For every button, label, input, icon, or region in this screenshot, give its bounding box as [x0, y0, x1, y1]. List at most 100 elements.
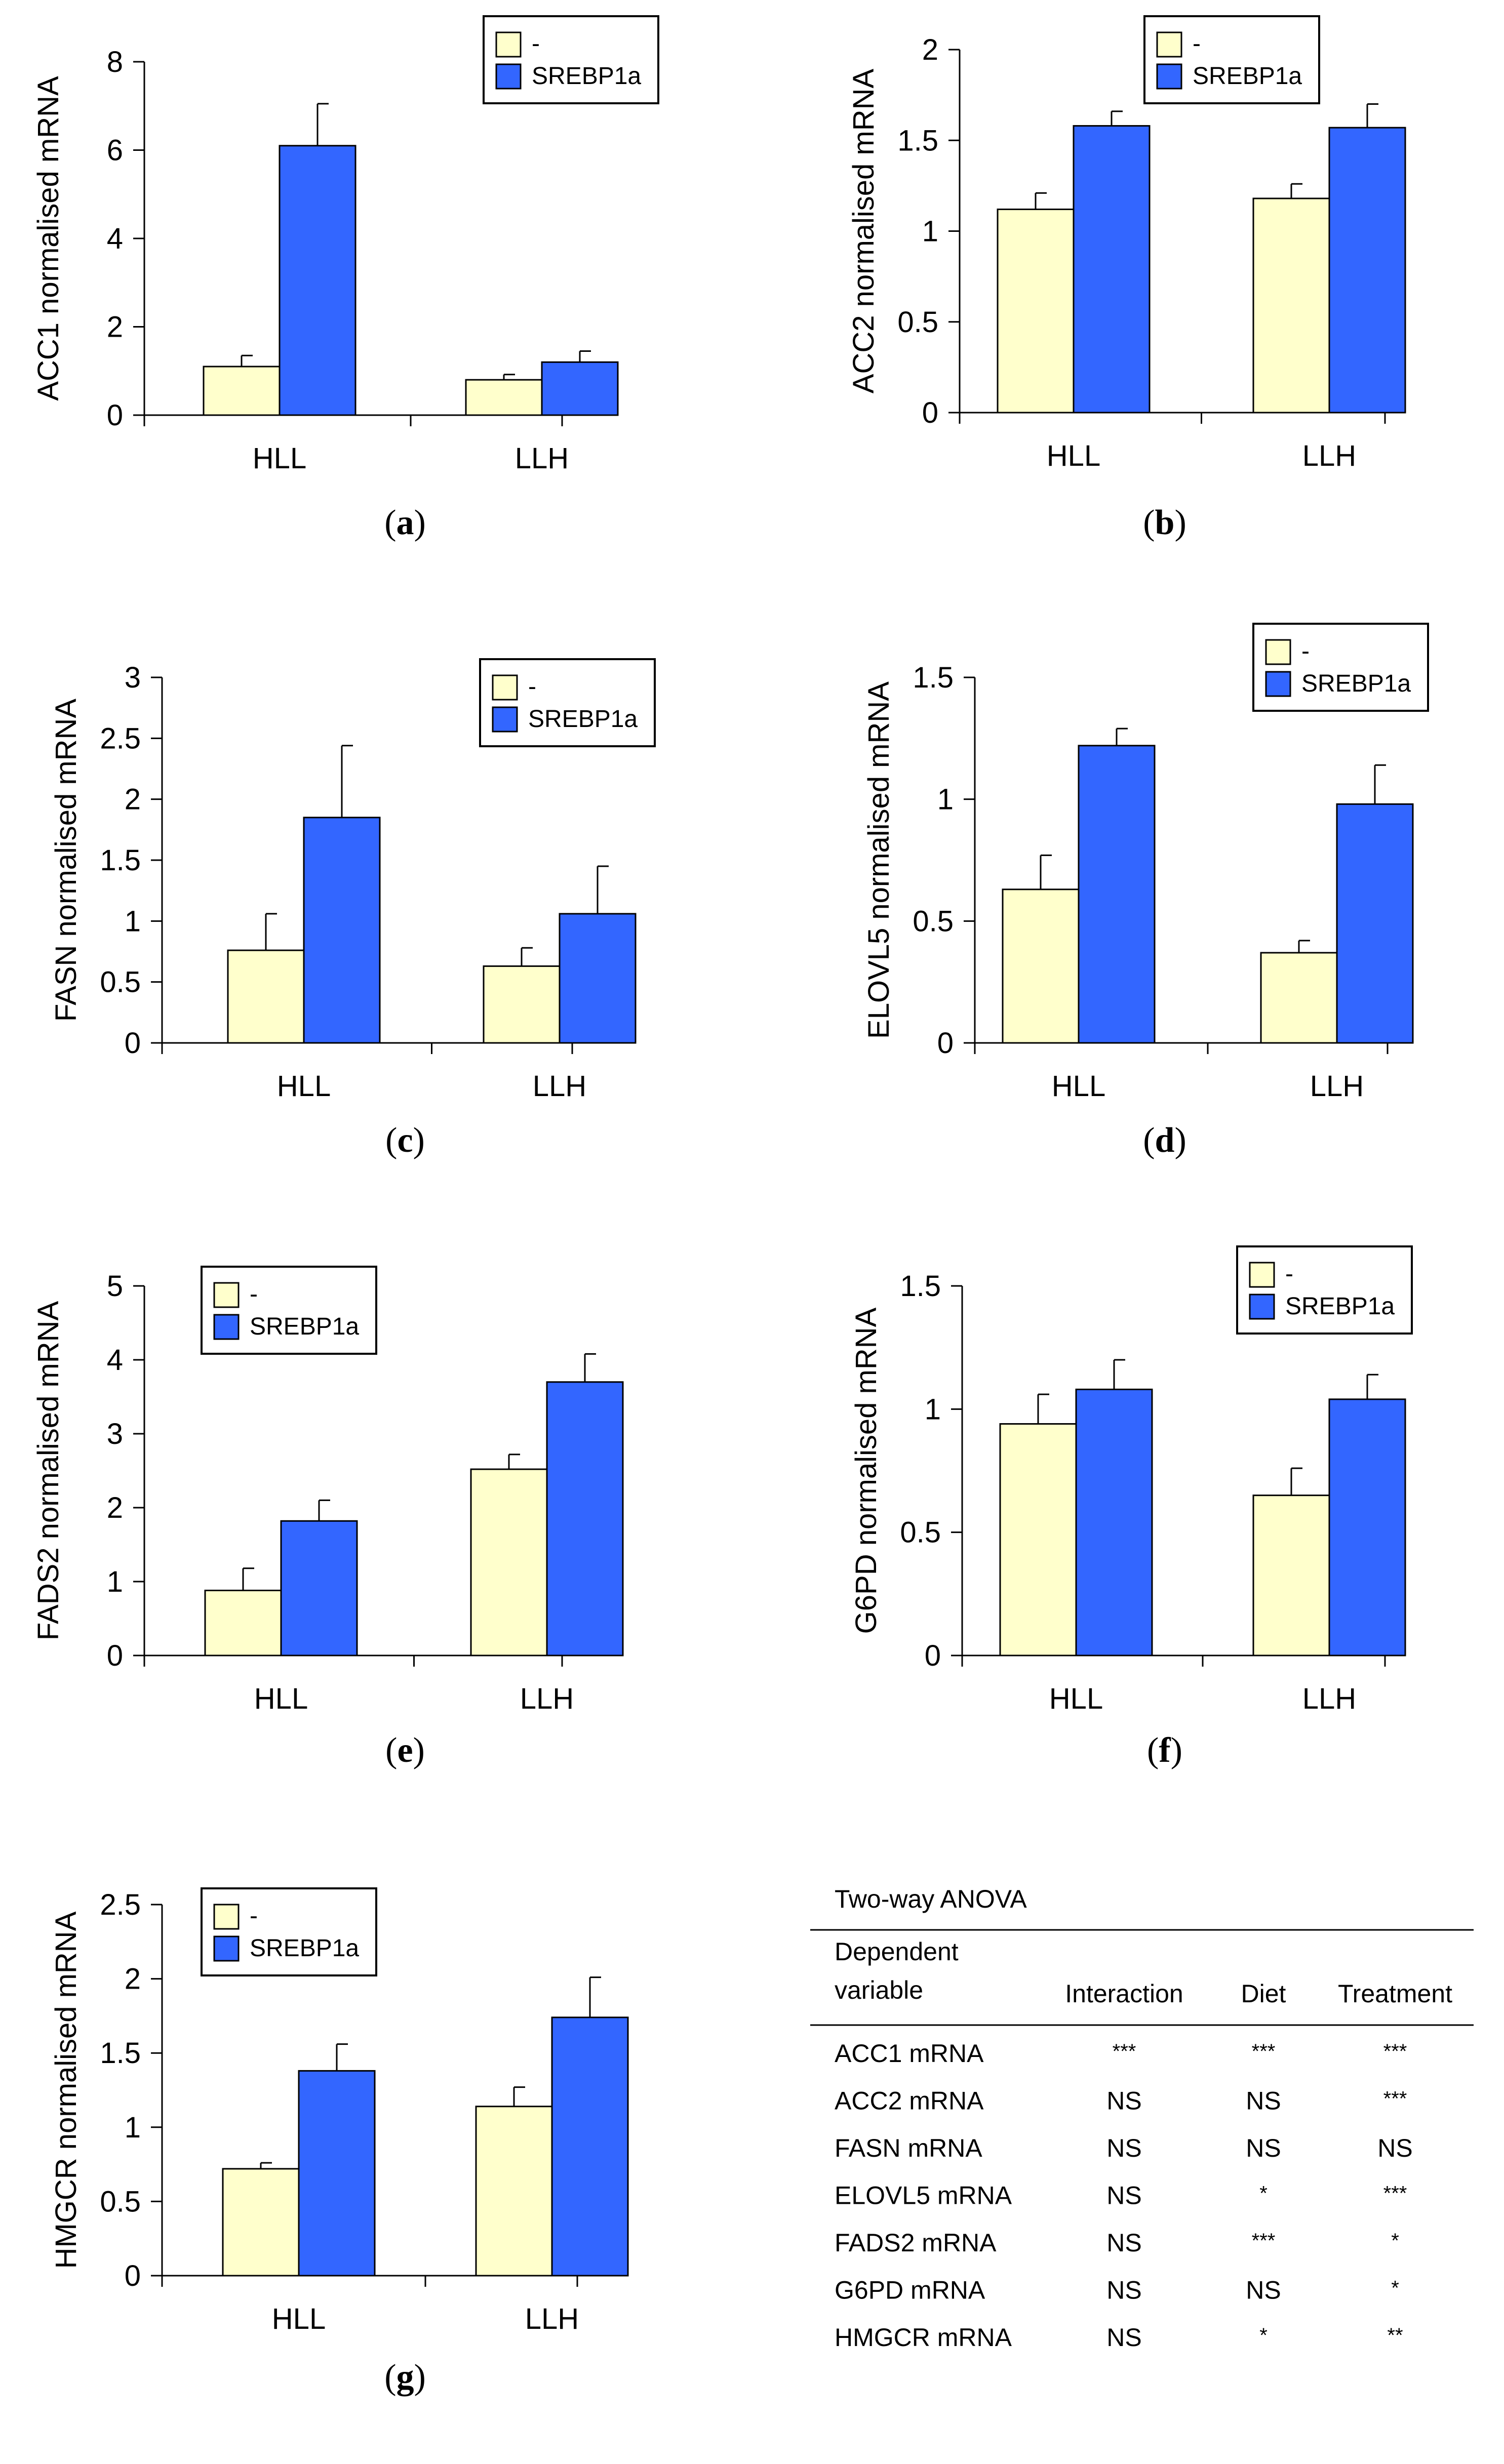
table-cell: ***	[1252, 2040, 1276, 2063]
legend-label-srebp1a: SREBP1a	[250, 1313, 359, 1340]
legend-label-srebp1a: SREBP1a	[1193, 63, 1302, 90]
column-header: Treatment	[1338, 1980, 1452, 2008]
bar-a-LLH-control	[465, 379, 543, 416]
legend-swatch-srebp1a	[1265, 671, 1291, 697]
table-cell: *	[1259, 2324, 1268, 2347]
row-label: ACC1 mRNA	[835, 2039, 984, 2068]
y-tick-label: 2	[107, 311, 123, 344]
row-label: HMGCR mRNA	[835, 2323, 1012, 2352]
bar-c-HLL-srebp1a	[303, 817, 381, 1044]
y-tick-label: 1	[922, 215, 938, 248]
legend-frame	[201, 1887, 377, 1976]
x-category-label: HLL	[1052, 1070, 1105, 1103]
legend-swatch-srebp1a	[1249, 1294, 1275, 1320]
bar-b-HLL-control	[997, 208, 1075, 414]
chart-e: 0 1 2 3 4 5 HLL LLH FADS2 normalised mRNA - SREBP1…	[32, 1266, 624, 1770]
y-tick-label: 0	[925, 1639, 941, 1672]
row-label: FADS2 mRNA	[835, 2229, 997, 2257]
legend-label-control: -	[532, 30, 540, 57]
legend-swatch-srebp1a	[1156, 63, 1182, 90]
y-axis-title: FASN normalised mRNA	[50, 699, 83, 1022]
y-tick-label: 1.5	[913, 661, 954, 694]
anova-table: Two-way ANOVA Dependent variable Interactio…	[810, 1885, 1474, 2352]
row-label: G6PD mRNA	[835, 2276, 985, 2305]
row-label: ACC2 mRNA	[835, 2087, 984, 2115]
bar-f-LLH-control	[1252, 1494, 1330, 1657]
bar-e-HLL-control	[204, 1590, 282, 1657]
legend-swatch-control	[1265, 639, 1291, 665]
legend-label-srebp1a: SREBP1a	[250, 1935, 359, 1962]
column-header: Interaction	[1065, 1980, 1183, 2008]
y-tick-label: 2.5	[100, 1888, 141, 1921]
legend-swatch-srebp1a	[213, 1314, 240, 1340]
legend-label-control: -	[250, 1281, 258, 1308]
x-category-label: HLL	[1047, 439, 1100, 472]
y-tick-label: 0	[922, 396, 938, 429]
legend-label-control: -	[1193, 30, 1201, 57]
legend-label-control: -	[1285, 1261, 1293, 1287]
panel-caption: (c)	[385, 1121, 425, 1160]
x-category-label: LLH	[520, 1682, 574, 1715]
legend-label-srebp1a: SREBP1a	[528, 706, 638, 733]
y-tick-label: 0	[107, 399, 123, 432]
table-cell: NS	[1106, 2134, 1141, 2162]
header-variable: variable	[835, 1976, 923, 2004]
header-dependent: Dependent	[835, 1937, 959, 1966]
table-cell: NS	[1106, 2182, 1141, 2210]
bar-f-LLH-srebp1a	[1328, 1398, 1406, 1657]
y-tick-label: 1	[107, 1565, 123, 1598]
x-category-label: HLL	[253, 442, 306, 475]
legend-swatch-control	[1249, 1262, 1275, 1288]
y-tick-label: 2	[125, 1963, 141, 1996]
legend: - SREBP1a	[1236, 1245, 1413, 1335]
y-axis-title: ACC1 normalised mRNA	[32, 76, 65, 401]
bar-a-HLL-srebp1a	[279, 145, 357, 416]
legend: - SREBP1a	[1143, 15, 1320, 104]
chart-g: 0 0.5 1 1.5 2 2.5 HLL LLH HMGCR normalised mRNA -…	[50, 1887, 629, 2397]
x-category-label: LLH	[1310, 1070, 1364, 1103]
table-cell: ***	[1383, 2183, 1407, 2205]
y-tick-label: 0	[125, 1027, 141, 1060]
y-tick-label: 3	[107, 1418, 123, 1450]
y-axis-title: HMGCR normalised mRNA	[50, 1911, 83, 2269]
y-tick-label: 0.5	[913, 905, 954, 938]
x-category-label: HLL	[1049, 1682, 1103, 1715]
legend-label-srebp1a: SREBP1a	[1301, 670, 1411, 697]
panel-caption: (a)	[384, 503, 426, 542]
table-cell: ***	[1383, 2040, 1407, 2063]
y-tick-label: 1.5	[100, 2037, 141, 2070]
table-cell: NS	[1106, 2276, 1141, 2305]
y-tick-label: 2	[107, 1491, 123, 1524]
panel-caption: (d)	[1143, 1121, 1186, 1160]
bar-d-HLL-control	[1002, 888, 1080, 1044]
legend-swatch-control	[495, 31, 522, 58]
table-row: ELOVL5 mRNA NS * ***	[835, 2182, 1407, 2210]
y-tick-label: 2	[125, 783, 141, 816]
y-axis-title: FADS2 normalised mRNA	[32, 1301, 65, 1640]
panel-caption: (g)	[384, 2358, 426, 2397]
y-tick-label: 1.5	[100, 844, 141, 877]
table-cell: NS	[1246, 2276, 1281, 2305]
bar-c-HLL-control	[227, 949, 305, 1044]
bar-a-HLL-control	[203, 366, 281, 416]
legend-label-control: -	[1301, 638, 1310, 665]
bar-e-HLL-srebp1a	[280, 1520, 358, 1657]
chart-a: 0 2 4 6 8 HLL LLH ACC1 normalised mRNA - SREBP1a (…	[32, 15, 659, 542]
bar-g-LLH-srebp1a	[551, 2016, 629, 2277]
legend-swatch-srebp1a	[492, 706, 518, 733]
table-cell: NS	[1246, 2134, 1281, 2162]
y-tick-label: 0.5	[900, 1516, 941, 1549]
table-row: HMGCR mRNA NS * **	[835, 2323, 1403, 2352]
table-cell: ***	[1383, 2088, 1407, 2110]
table-cell: NS	[1377, 2134, 1412, 2162]
y-tick-label: 1	[125, 905, 141, 938]
legend-frame	[479, 658, 656, 747]
bar-b-LLH-srebp1a	[1328, 127, 1406, 414]
table-row: FASN mRNA NS NS NS	[835, 2134, 1413, 2162]
legend-label-control: -	[528, 673, 536, 700]
legend: - SREBP1a	[483, 15, 659, 104]
table-cell: *	[1391, 2230, 1399, 2252]
y-tick-label: 3	[125, 661, 141, 694]
bar-d-LLH-control	[1260, 952, 1338, 1044]
